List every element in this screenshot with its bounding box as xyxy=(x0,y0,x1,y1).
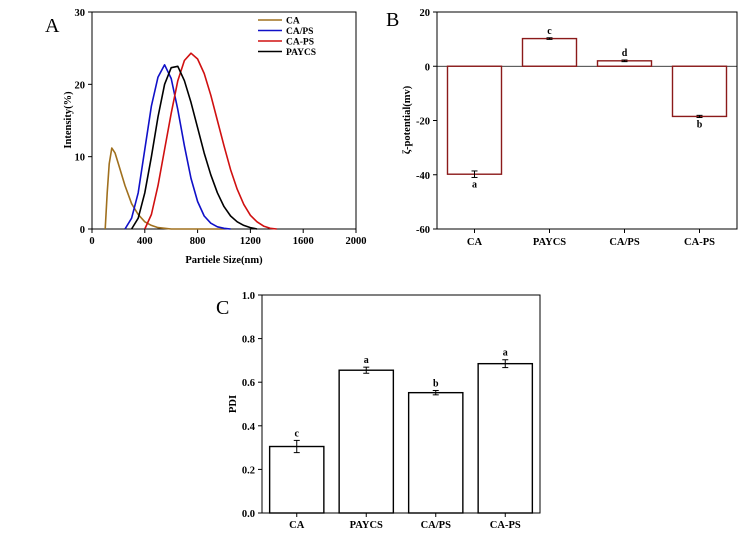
panel-a-x-tick-label: 0 xyxy=(89,236,94,247)
panel-c-y-tick-label: 0.4 xyxy=(242,422,256,433)
panel-a-series-line-ca xyxy=(104,147,224,230)
panel-a-letter: A xyxy=(45,15,60,37)
panel-c-category-label: CA/PS xyxy=(421,520,451,531)
panel-c-y-tick-label: 0.0 xyxy=(242,509,255,520)
panel-a-series-line-caps xyxy=(144,52,277,230)
panel-a-legend-label: CA/PS xyxy=(286,27,313,37)
panel-a-series-line-paycs xyxy=(130,65,258,230)
panel-a-frame xyxy=(91,11,357,230)
panel-c-category-label: PAYCS xyxy=(350,520,383,531)
panel-a-y-tick-label: 0 xyxy=(80,225,85,236)
panel-a-legend-label: CA xyxy=(286,17,300,27)
panel-a-x-tick-label: 2000 xyxy=(346,236,367,247)
panel-a-legend-label: CA-PS xyxy=(286,38,314,48)
panel-c-y-tick-label: 0.6 xyxy=(242,378,255,389)
panel-c-category-label: CA xyxy=(289,520,305,531)
panel-b-bar xyxy=(446,65,503,175)
panel-c-bar xyxy=(407,391,464,514)
panel-a-ylabel: Intensity(%) xyxy=(63,91,74,149)
panel-b-letter: B xyxy=(386,9,399,31)
panel-b-y-tick-label: 20 xyxy=(420,8,431,19)
panel-c-frame xyxy=(261,294,541,514)
panel-a-y-tick-label: 10 xyxy=(75,153,86,164)
panel-b-y-tick-label: -20 xyxy=(416,117,430,128)
panel-b-category-label: PAYCS xyxy=(533,237,566,248)
panel-b-category-label: CA xyxy=(467,237,483,248)
panel-b-significance-letter: c xyxy=(547,26,552,37)
panel-a-line-chart: Intensity(%) Partiele Size(nm) 0 400 800 12… xyxy=(63,8,367,266)
panel-b-y-tick-label: -60 xyxy=(416,225,430,236)
panel-a-x-tick-label: 800 xyxy=(190,236,206,247)
panel-c-category-label: CA-PS xyxy=(490,520,521,531)
panel-b-bar-chart: ζ-potential(mv) -60 -40 -20 0 20 a CA c PAYCS d CA… xyxy=(402,8,738,248)
panel-b-bar xyxy=(521,37,578,67)
panel-a-xlabel: Partiele Size(nm) xyxy=(185,255,263,266)
panel-b-frame xyxy=(436,11,738,230)
panel-c-significance-letter: c xyxy=(295,428,300,439)
panel-a-y-tick-label: 20 xyxy=(75,80,86,91)
panel-b-category-label: CA-PS xyxy=(684,237,715,248)
panel-c-significance-letter: b xyxy=(433,378,439,389)
panel-a-series-line-caps xyxy=(124,64,231,230)
panel-c-y-tick-label: 1.0 xyxy=(242,291,255,302)
panel-a-legend-label: PAYCS xyxy=(286,48,316,58)
panel-a-x-tick-label: 400 xyxy=(137,236,153,247)
panel-c-y-tick-label: 0.2 xyxy=(242,465,255,476)
panel-c-y-tick-label: 0.8 xyxy=(242,335,255,346)
panel-b-category-label: CA/PS xyxy=(609,237,639,248)
panel-a-x-tick-label: 1600 xyxy=(293,236,314,247)
panel-b-y-tick-label: 0 xyxy=(425,62,430,73)
panel-c-bar-chart: PDI 0.0 0.2 0.4 0.6 0.8 1.0 c CA a PAYCS b CA/PS a CA… xyxy=(228,291,541,531)
panel-c-bar xyxy=(268,445,325,514)
panel-c-bar xyxy=(338,369,395,514)
panel-b-y-tick-label: -40 xyxy=(416,171,430,182)
panel-a-x-tick-label: 1200 xyxy=(240,236,261,247)
panel-b-significance-letter: b xyxy=(697,120,703,131)
panel-c-bar xyxy=(477,362,534,514)
panel-c-significance-letter: a xyxy=(364,355,369,366)
panel-b-bar xyxy=(671,65,728,118)
panel-b-significance-letter: a xyxy=(472,179,477,190)
panel-a-y-tick-label: 30 xyxy=(75,8,86,19)
panel-c-ylabel: PDI xyxy=(228,395,239,413)
panel-b-ylabel: ζ-potential(mv) xyxy=(402,85,413,154)
panel-b-significance-letter: d xyxy=(622,48,628,59)
panel-c-significance-letter: a xyxy=(503,348,508,359)
panel-c-letter: C xyxy=(216,297,229,319)
